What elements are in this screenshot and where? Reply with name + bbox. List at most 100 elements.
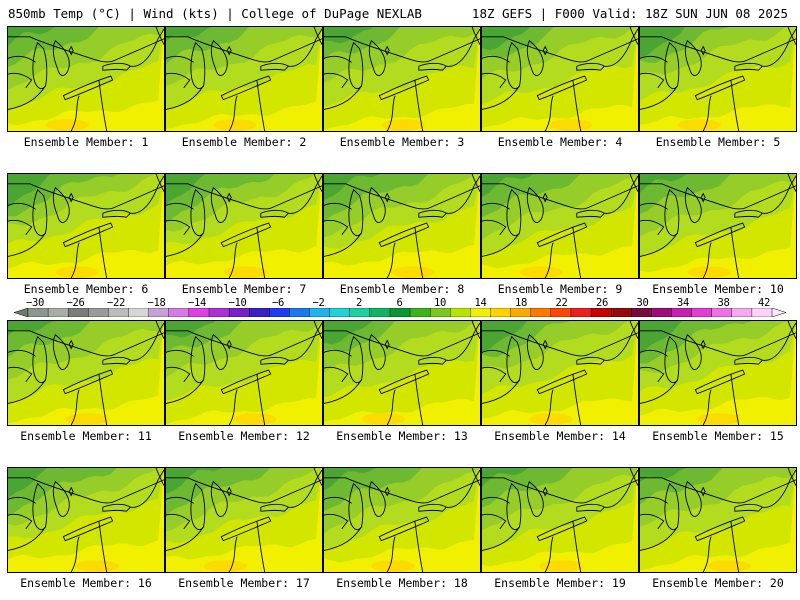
scale-swatch bbox=[309, 308, 331, 317]
warm-pocket bbox=[361, 413, 405, 425]
scale-swatch bbox=[248, 308, 270, 317]
scale-tick-label: 38 bbox=[717, 297, 730, 309]
scale-swatch bbox=[369, 308, 391, 317]
scale-tick-label: 6 bbox=[396, 297, 403, 309]
scale-tick-label: 30 bbox=[636, 297, 649, 309]
scale-tick-label: −14 bbox=[187, 297, 207, 309]
temperature-band bbox=[482, 321, 638, 352]
ensemble-member-label: Ensemble Member: 1 bbox=[23, 135, 149, 149]
temperature-band bbox=[166, 27, 322, 65]
ensemble-member-panel: Ensemble Member: 12 bbox=[165, 320, 323, 443]
ensemble-member-map bbox=[7, 320, 165, 426]
scale-swatch bbox=[148, 308, 170, 317]
ensemble-member-label: Ensemble Member: 17 bbox=[178, 576, 310, 590]
ensemble-member-panel: Ensemble Member: 17 bbox=[165, 467, 323, 590]
ensemble-member-panel: Ensemble Member: 13 bbox=[323, 320, 481, 443]
scale-swatch bbox=[510, 308, 532, 317]
scale-tick-label: −6 bbox=[271, 297, 285, 309]
ensemble-member-map bbox=[639, 320, 797, 426]
scale-arrow-left bbox=[14, 308, 29, 317]
scale-swatch bbox=[188, 308, 210, 317]
ensemble-member-panel: Ensemble Member: 5 bbox=[639, 26, 797, 149]
warm-pocket bbox=[539, 560, 583, 572]
ensemble-member-map bbox=[7, 467, 165, 573]
map-boundaries bbox=[166, 174, 322, 278]
ensemble-member-map bbox=[165, 26, 323, 132]
temperature-band bbox=[640, 468, 796, 506]
scale-swatch bbox=[530, 308, 552, 317]
ensemble-member-panel: Ensemble Member: 8 bbox=[323, 173, 481, 296]
scale-swatch bbox=[349, 308, 371, 317]
map-boundaries bbox=[166, 321, 322, 425]
map-boundaries bbox=[324, 468, 480, 572]
ensemble-member-panel: Ensemble Member: 9 bbox=[481, 173, 639, 296]
warm-pocket bbox=[223, 266, 267, 278]
scale-tick-label: 34 bbox=[676, 297, 690, 309]
scale-tick-label: −22 bbox=[106, 297, 126, 309]
warm-pocket bbox=[519, 266, 563, 278]
temperature-band bbox=[166, 27, 322, 47]
warm-pocket bbox=[213, 119, 257, 131]
ensemble-member-map bbox=[323, 26, 481, 132]
map-boundaries bbox=[640, 468, 796, 572]
temperature-band bbox=[640, 174, 796, 195]
ensemble-member-map bbox=[7, 26, 165, 132]
scale-swatch bbox=[27, 308, 49, 317]
map-boundaries bbox=[324, 321, 480, 425]
color-scale: −30 −26 −22 −18 −14 −10 −6 −2 2 6 10 14 18 22 26 30 34 38… bbox=[0, 296, 800, 320]
ensemble-member-label: Ensemble Member: 18 bbox=[336, 576, 468, 590]
warm-pocket bbox=[529, 413, 573, 425]
map-boundaries bbox=[482, 27, 638, 131]
ensemble-member-panel: Ensemble Member: 2 bbox=[165, 26, 323, 149]
temperature-band bbox=[8, 27, 164, 48]
map-boundaries bbox=[640, 321, 796, 425]
map-boundaries bbox=[8, 174, 164, 278]
ensemble-member-map bbox=[639, 467, 797, 573]
temperature-band bbox=[166, 174, 322, 205]
scale-swatch bbox=[671, 308, 693, 317]
scale-swatch bbox=[108, 308, 130, 317]
scale-swatch bbox=[228, 308, 250, 317]
warm-pocket bbox=[549, 119, 593, 131]
ensemble-member-label: Ensemble Member: 20 bbox=[652, 576, 784, 590]
ensemble-member-panel: Ensemble Member: 14 bbox=[481, 320, 639, 443]
warm-pocket bbox=[65, 413, 109, 425]
warm-pocket bbox=[707, 560, 751, 572]
scale-swatch bbox=[329, 308, 351, 317]
ensemble-member-map bbox=[165, 320, 323, 426]
ensemble-member-label: Ensemble Member: 11 bbox=[20, 429, 152, 443]
ensemble-member-map bbox=[165, 467, 323, 573]
ensemble-member-map bbox=[323, 320, 481, 426]
ensemble-member-label: Ensemble Member: 3 bbox=[339, 135, 465, 149]
map-boundaries bbox=[482, 468, 638, 572]
ensemble-member-panel: Ensemble Member: 18 bbox=[323, 467, 481, 590]
temperature-band bbox=[324, 468, 480, 512]
ensemble-member-map bbox=[323, 467, 481, 573]
scale-swatch bbox=[691, 308, 713, 317]
temperature-band bbox=[8, 321, 164, 341]
scale-swatch bbox=[269, 308, 290, 317]
warm-pocket bbox=[55, 266, 99, 278]
ensemble-member-panel: Ensemble Member: 4 bbox=[481, 26, 639, 149]
ensemble-member-map bbox=[481, 320, 639, 426]
ensemble-member-panel: Ensemble Member: 11 bbox=[7, 320, 165, 443]
temperature-band bbox=[8, 174, 164, 208]
scale-swatch bbox=[631, 308, 652, 317]
temperature-band bbox=[482, 321, 638, 359]
scale-tick-label: 14 bbox=[474, 297, 487, 309]
warm-pocket bbox=[381, 119, 425, 131]
temperature-band bbox=[482, 27, 638, 63]
map-boundaries bbox=[324, 27, 480, 131]
map-boundaries bbox=[166, 468, 322, 572]
scale-swatch bbox=[731, 308, 753, 317]
scale-swatch bbox=[47, 308, 69, 317]
scale-tick-label: −30 bbox=[25, 297, 45, 309]
ensemble-member-label: Ensemble Member: 15 bbox=[652, 429, 784, 443]
scale-tick-label: 26 bbox=[595, 297, 609, 309]
temperature-band bbox=[640, 468, 796, 488]
ensemble-member-panel: Ensemble Member: 3 bbox=[323, 26, 481, 149]
ensemble-member-panel: Ensemble Member: 19 bbox=[481, 467, 639, 590]
map-boundaries bbox=[8, 27, 164, 131]
ensemble-member-map bbox=[639, 26, 797, 132]
ensemble-member-label: Ensemble Member: 4 bbox=[497, 135, 623, 149]
